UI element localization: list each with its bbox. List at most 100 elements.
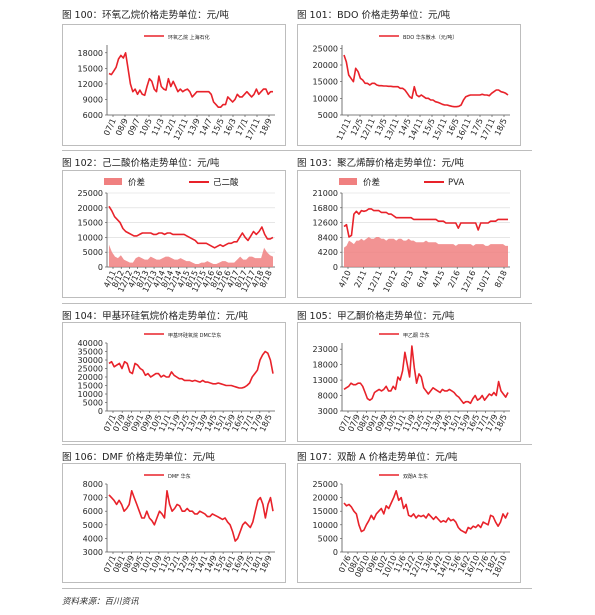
y-tick-label: 0 (333, 548, 338, 557)
y-tick-label: 15000 (313, 507, 338, 516)
legend-swatch (104, 178, 122, 185)
legend-label: 双酚A 华东 (403, 473, 428, 480)
y-tick-label: 4000 (83, 534, 103, 543)
y-tick-label: 23000 (313, 345, 338, 354)
section-divider (62, 444, 532, 445)
x-tick-label: 6/14 (415, 269, 431, 289)
chart-100: 环氧乙烷 上海石化 6000 9000 12000 15000 18000 07/1 08/9… (62, 24, 286, 146)
chart-title-106: 图 106：DMF 价格走势单位：元/吨 (62, 452, 215, 463)
y-tick-label: 12000 (78, 80, 103, 89)
legend: 环氧乙烷 上海石化 (144, 34, 210, 41)
chart-103: 价差 PVA 0 4200 8400 12600 16800 21000 4/10 2/11 12/… (297, 170, 521, 298)
chart-104: 甲基环硅氧烷 DMC华东 0 5000 10000 15000 20000 25000 300… (62, 322, 286, 442)
legend: 双酚A 华东 (379, 473, 428, 480)
y-tick-label: 25000 (78, 365, 103, 374)
y-tick-label: 5000 (83, 399, 103, 408)
legend-label: DMF 华东 (168, 473, 191, 480)
y-tick-label: 13000 (313, 376, 338, 385)
series-line (343, 208, 508, 238)
y-tick-label: 30000 (78, 356, 103, 365)
chart-101-svg: BDO 华东散水（元/吨）50001000015000200002500011/… (313, 34, 510, 142)
y-tick-label: 15000 (313, 78, 338, 87)
y-tick-label: 21000 (313, 189, 338, 198)
section-divider (62, 150, 532, 151)
source-note: 资料来源：百川资讯 (62, 597, 139, 607)
legend-label: 环氧乙烷 上海石化 (168, 34, 210, 41)
x-tick-label: 10/12 (382, 269, 400, 294)
x-tick-label: 2/11 (353, 269, 369, 289)
y-tick-label: 12600 (313, 219, 338, 228)
y-tick-label: 10000 (313, 94, 338, 103)
legend-label: BDO 华东散水（元/吨） (403, 34, 458, 41)
y-tick-label: 5000 (318, 534, 338, 543)
series-line (108, 350, 274, 389)
x-tick-label: 8/18 (493, 269, 509, 289)
chart-title-107: 图 107：双酚 A 价格走势单位：元/吨 (297, 452, 458, 463)
y-tick-label: 4200 (318, 248, 338, 257)
chart-107: 双酚A 华东 0 5000 10000 15000 20000 25000 07/6 08/2 0… (297, 463, 521, 583)
chart-107-svg: 双酚A 华东050001000015000200002500007/608/20… (313, 473, 510, 579)
legend-label: 己二酸 (213, 177, 239, 188)
chart-title-105: 图 105：甲乙酮价格走势单位：元/吨 (297, 311, 455, 322)
y-tick-label: 5000 (83, 248, 103, 257)
y-tick-label: 20000 (78, 373, 103, 382)
chart-title-102: 图 102：己二酸价格走势单位：元/吨 (62, 158, 220, 169)
chart-105: 甲乙酮 华东 3000 8000 13000 18000 23000 07/1 07/9 08/… (297, 322, 521, 442)
y-tick-label: 5000 (83, 521, 103, 530)
chart-title-101: 图 101：BDO 价格走势单位：元/吨 (297, 10, 451, 21)
x-tick-label: 4/15 (431, 269, 447, 289)
chart-104-svg: 甲基环硅氧烷 DMC华东 0500010000150002000025000300… (78, 332, 275, 433)
legend-label: 价差 (363, 177, 380, 188)
y-tick-label: 6000 (83, 111, 103, 120)
y-tick-label: 8400 (318, 233, 338, 242)
y-tick-label: 5000 (318, 111, 338, 120)
footer-divider (62, 588, 532, 589)
x-tick-label: 4/10 (337, 269, 353, 289)
y-tick-label: 6000 (83, 507, 103, 516)
legend: 价差 己二酸 (104, 177, 239, 188)
legend-swatch (339, 178, 357, 185)
series-line (343, 345, 509, 405)
section-divider (62, 303, 532, 304)
legend-label: PVA (448, 178, 464, 188)
y-tick-label: 16800 (313, 204, 338, 213)
chart-102-svg: 价差 己二酸05000100001500020000250004/118/1212… (78, 177, 275, 294)
chart-title-100: 图 100：环氧乙烷价格走势单位：元/吨 (62, 10, 229, 21)
chart-105-svg: 甲乙酮 华东3000800013000180002300007/107/908/… (313, 332, 510, 433)
legend: BDO 华东散水（元/吨） (379, 34, 458, 41)
series-line (108, 51, 273, 108)
chart-title-104: 图 104：甲基环硅氧烷价格走势单位：元/吨 (62, 311, 248, 322)
chart-106-svg: DMF 华东30004000500060007000800007/108/108… (83, 473, 275, 574)
x-tick-label: 18/5 (493, 117, 509, 137)
chart-106: DMF 华东 3000 4000 5000 6000 7000 8000 07/1 08/1 08… (62, 463, 286, 583)
y-tick-label: 10000 (78, 233, 103, 242)
x-tick-label: 2/16 (446, 269, 462, 289)
y-tick-label: 18000 (78, 49, 103, 58)
y-tick-label: 0 (98, 407, 103, 416)
y-tick-label: 18000 (313, 361, 338, 370)
y-tick-label: 35000 (78, 348, 103, 357)
legend: 甲基环硅氧烷 DMC华东 (144, 332, 221, 339)
legend-label: 甲乙酮 华东 (403, 332, 430, 339)
y-tick-label: 20000 (313, 61, 338, 70)
y-tick-label: 3000 (318, 407, 338, 416)
y-tick-label: 20000 (313, 494, 338, 503)
y-tick-label: 25000 (313, 44, 338, 53)
y-tick-label: 7000 (83, 494, 103, 503)
legend: 甲乙酮 华东 (379, 332, 430, 339)
y-tick-label: 0 (333, 263, 338, 272)
y-tick-label: 15000 (78, 64, 103, 73)
y-tick-label: 8000 (318, 392, 338, 401)
series-area (109, 244, 273, 267)
y-tick-label: 9000 (83, 95, 103, 104)
x-tick-label: 18/9 (258, 117, 274, 137)
y-tick-label: 25000 (313, 480, 338, 489)
y-tick-label: 10000 (313, 521, 338, 530)
series-line (343, 54, 509, 108)
y-tick-label: 15000 (78, 382, 103, 391)
chart-101: BDO 华东散水（元/吨） 5000 10000 15000 20000 25000 11/… (297, 24, 521, 146)
y-tick-label: 40000 (78, 339, 103, 348)
chart-title-103: 图 103：聚乙烯醇价格走势单位：元/吨 (297, 158, 464, 169)
y-tick-label: 15000 (78, 219, 103, 228)
